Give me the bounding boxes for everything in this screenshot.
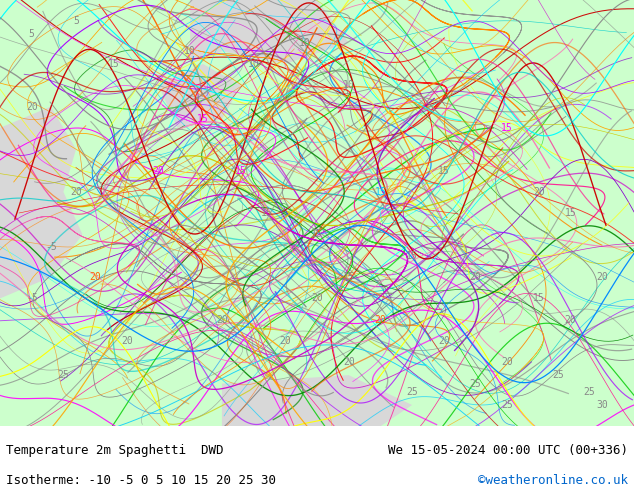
Text: -5: -5	[45, 242, 56, 252]
Text: 15: 15	[533, 294, 545, 303]
Text: 15: 15	[343, 272, 354, 282]
Polygon shape	[158, 64, 241, 128]
Text: 20: 20	[533, 187, 545, 197]
Text: 5: 5	[29, 29, 35, 39]
Text: 15: 15	[406, 251, 418, 261]
Polygon shape	[190, 0, 349, 64]
Text: 10: 10	[184, 46, 196, 56]
Text: -5: -5	[26, 294, 37, 303]
Text: 20: 20	[70, 187, 82, 197]
Text: 20: 20	[121, 336, 133, 346]
Text: 15: 15	[375, 187, 386, 197]
Text: 15: 15	[501, 123, 513, 133]
Text: 20: 20	[565, 315, 576, 325]
Text: 25: 25	[58, 370, 69, 380]
Text: 20: 20	[375, 315, 386, 325]
Text: 15: 15	[565, 208, 576, 218]
Text: 15: 15	[108, 59, 120, 69]
Text: Isotherme: -10 -5 0 5 10 15 20 25 30: Isotherme: -10 -5 0 5 10 15 20 25 30	[6, 474, 276, 487]
Text: 15: 15	[438, 166, 450, 175]
Text: 20: 20	[438, 336, 450, 346]
Text: 20: 20	[311, 294, 323, 303]
Text: 25: 25	[552, 370, 564, 380]
Polygon shape	[0, 107, 82, 298]
Text: 20: 20	[343, 357, 354, 368]
Text: 10: 10	[343, 80, 354, 90]
Text: Temperature 2m Spaghetti  DWD: Temperature 2m Spaghetti DWD	[6, 444, 224, 457]
Text: 25: 25	[501, 400, 513, 410]
Text: 20: 20	[501, 357, 513, 368]
Text: 30: 30	[597, 400, 608, 410]
Text: 20: 20	[216, 315, 228, 325]
Text: 15: 15	[197, 114, 209, 124]
Text: 20: 20	[597, 272, 608, 282]
Text: 5: 5	[73, 16, 79, 26]
Polygon shape	[222, 375, 412, 426]
Text: 20: 20	[26, 101, 37, 112]
Text: We 15-05-2024 00:00 UTC (00+336): We 15-05-2024 00:00 UTC (00+336)	[387, 444, 628, 457]
Text: 10: 10	[248, 59, 259, 69]
Text: 25: 25	[470, 379, 481, 389]
Text: 25: 25	[406, 387, 418, 397]
Text: 15: 15	[261, 208, 272, 218]
Text: 20: 20	[153, 166, 164, 175]
Text: 20: 20	[280, 336, 291, 346]
Text: 15: 15	[311, 229, 323, 240]
Text: 15: 15	[235, 166, 247, 175]
Text: 10: 10	[299, 38, 310, 48]
Text: ©weatheronline.co.uk: ©weatheronline.co.uk	[477, 474, 628, 487]
Text: 25: 25	[584, 387, 595, 397]
Text: 20: 20	[470, 272, 481, 282]
Text: 20: 20	[89, 272, 101, 282]
